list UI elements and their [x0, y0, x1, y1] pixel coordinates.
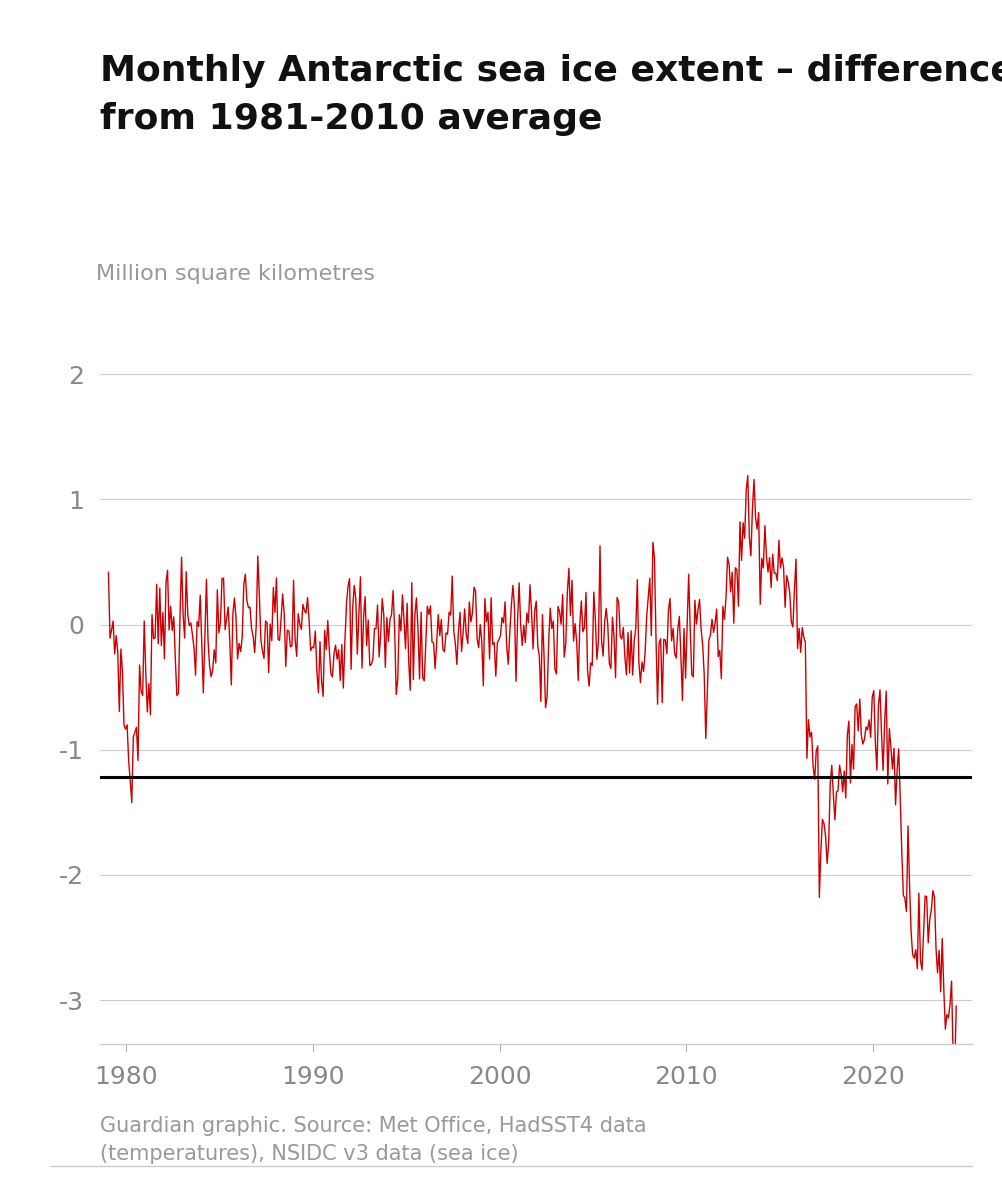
Text: Guardian graphic. Source: Met Office, HadSST4 data
(temperatures), NSIDC v3 data: Guardian graphic. Source: Met Office, Ha…: [100, 1116, 647, 1164]
Text: Million square kilometres: Million square kilometres: [96, 264, 375, 284]
Text: Monthly Antarctic sea ice extent – difference: Monthly Antarctic sea ice extent – diffe…: [100, 54, 1002, 88]
Text: from 1981-2010 average: from 1981-2010 average: [100, 102, 602, 136]
